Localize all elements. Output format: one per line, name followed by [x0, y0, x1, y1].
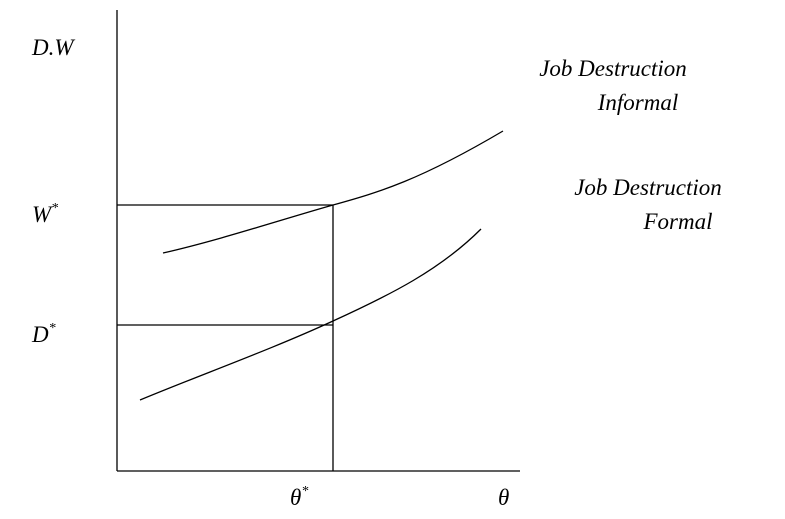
label-sup: *: [49, 321, 56, 336]
curve-label: Informal: [597, 90, 679, 115]
informal-curve: [162, 130, 504, 254]
curve-label: Job Destruction: [574, 175, 722, 200]
formal-curve: [139, 228, 482, 401]
label-base: D: [31, 322, 49, 347]
theta-star-label: θ*: [290, 484, 308, 510]
d-star-label: D*: [31, 321, 56, 347]
y-axis-label: D.W: [31, 35, 75, 60]
label-base: W: [32, 202, 53, 227]
label-sup: *: [301, 484, 308, 499]
label-sup: *: [51, 201, 58, 216]
label-base: θ: [290, 485, 301, 510]
w-star-label: W*: [32, 201, 58, 227]
x-axis-label: θ: [498, 485, 509, 510]
curve-label: Formal: [643, 209, 713, 234]
curve-label: Job Destruction: [539, 56, 687, 81]
